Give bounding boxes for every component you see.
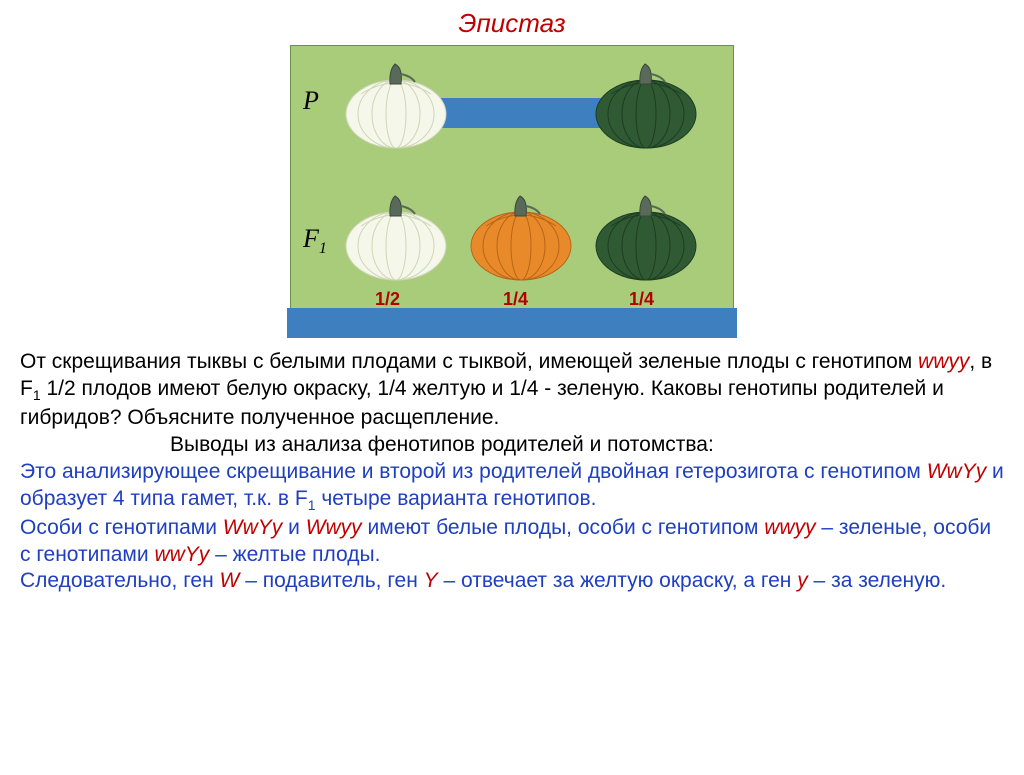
paragraph-5: Следовательно, ген W – подавитель, ген Y… bbox=[20, 568, 1004, 595]
genotype-WwYy: WwYy bbox=[927, 460, 987, 483]
f1-sub: 1 bbox=[319, 240, 327, 257]
f1-letter: F bbox=[303, 224, 319, 253]
cross-diagram: P F1 bbox=[290, 45, 734, 323]
fraction-3: 1/4 bbox=[629, 289, 654, 310]
pumpkin-icon bbox=[591, 52, 701, 152]
row-label-f1: F1 bbox=[303, 224, 327, 258]
sub-2: 1 bbox=[308, 497, 316, 513]
t: четыре варианта генотипов. bbox=[316, 487, 597, 510]
pumpkin-f1-orange bbox=[466, 184, 576, 284]
row-label-p: P bbox=[303, 86, 319, 116]
paragraph-2: Выводы из анализа фенотипов родителей и … bbox=[20, 432, 1004, 459]
t: Следовательно, ген bbox=[20, 569, 220, 592]
genotype-wwYy: wwYy bbox=[154, 543, 209, 566]
fraction-1: 1/2 bbox=[375, 289, 400, 310]
pumpkin-f1-white bbox=[341, 184, 451, 284]
gene-W: W bbox=[220, 569, 240, 592]
pumpkin-icon bbox=[341, 52, 451, 152]
paragraph-1: От скрещивания тыквы с белыми плодами с … bbox=[20, 349, 1004, 432]
genotype-WwYy-2: WwYy bbox=[223, 516, 283, 539]
page-title: Эпистаз bbox=[0, 8, 1024, 39]
t: 1/2 плодов имеют белую окраску, 1/4 желт… bbox=[20, 377, 944, 429]
t: От скрещивания тыквы с белыми плодами с … bbox=[20, 350, 918, 373]
fraction-2: 1/4 bbox=[503, 289, 528, 310]
problem-text: От скрещивания тыквы с белыми плодами с … bbox=[20, 349, 1004, 595]
pumpkin-p-green bbox=[591, 52, 701, 152]
t: Это анализирующее скрещивание и второй и… bbox=[20, 460, 927, 483]
paragraph-3: Это анализирующее скрещивание и второй и… bbox=[20, 459, 1004, 515]
genotype-wwyy-2: wwyy bbox=[764, 516, 815, 539]
pumpkin-icon bbox=[591, 184, 701, 284]
pumpkin-f1-green bbox=[591, 184, 701, 284]
paragraph-4: Особи с генотипами WwYy и Wwyy имеют бел… bbox=[20, 515, 1004, 569]
t: – желтые плоды. bbox=[209, 543, 380, 566]
pumpkin-icon bbox=[341, 184, 451, 284]
pumpkin-icon bbox=[466, 184, 576, 284]
t: имеют белые плоды, особи с генотипом bbox=[362, 516, 765, 539]
t: и bbox=[282, 516, 305, 539]
t: – за зеленую. bbox=[808, 569, 946, 592]
genotype-Wwyy: Wwyy bbox=[306, 516, 362, 539]
bottom-bar bbox=[287, 308, 737, 338]
sub-1: 1 bbox=[33, 387, 41, 403]
t: – отвечает за желтую окраску, а ген bbox=[438, 569, 798, 592]
gene-y: y bbox=[797, 569, 808, 592]
pumpkin-p-white bbox=[341, 52, 451, 152]
gene-Y: Y bbox=[424, 569, 438, 592]
diagram-container: P F1 bbox=[0, 45, 1024, 323]
t: – подавитель, ген bbox=[239, 569, 423, 592]
t: Особи с генотипами bbox=[20, 516, 223, 539]
genotype-wwyy: wwyy bbox=[918, 350, 969, 373]
